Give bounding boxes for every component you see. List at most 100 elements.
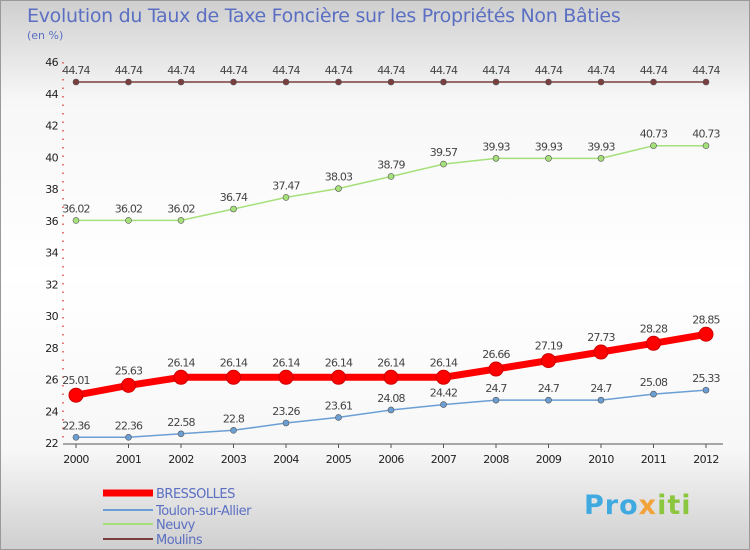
data-point	[282, 194, 290, 201]
data-label: 44.74	[377, 64, 405, 77]
unit-label: (en %)	[27, 29, 64, 42]
data-point	[383, 369, 399, 385]
y-tick-label: 26	[45, 374, 58, 387]
data-point	[125, 217, 132, 224]
y-tick-label: 32	[45, 278, 58, 291]
data-point	[702, 142, 710, 149]
data-point	[545, 396, 552, 404]
data-point	[335, 78, 342, 86]
x-tick-label: 2008	[483, 453, 509, 466]
data-point	[650, 390, 657, 398]
data-point	[230, 426, 237, 434]
axes: 22 24 26 28 30 32 34 36 38 40 42 44 46 2000 2001 2002 20…	[45, 56, 723, 466]
y-tick-label: 44	[45, 88, 58, 101]
data-point	[593, 344, 609, 360]
data-point	[121, 377, 136, 393]
data-point	[72, 433, 80, 441]
data-point	[230, 205, 237, 213]
data-point	[125, 433, 132, 441]
chart-title: Evolution du Taux de Taxe Foncière sur l…	[27, 5, 621, 27]
y-tick-label: 40	[45, 151, 58, 164]
data-point	[646, 335, 661, 351]
data-point	[278, 369, 294, 385]
data-label: 25.01	[62, 374, 90, 387]
series-labels: 44.74 44.74 44.74 44.74 44.74 44.74 44.74 44.74…	[62, 64, 721, 432]
data-point	[440, 401, 447, 408]
data-point	[282, 419, 290, 427]
data-label: 44.74	[167, 64, 195, 77]
data-label: 39.93	[482, 140, 510, 153]
data-point	[597, 155, 605, 162]
y-tick-label: 36	[45, 215, 58, 228]
data-label: 27.73	[587, 331, 615, 344]
data-label: 28.28	[640, 322, 668, 335]
proxiti-logo: Proxiti	[584, 490, 692, 521]
series-points	[68, 78, 714, 441]
data-label: 44.74	[640, 64, 668, 77]
data-label: 26.14	[167, 356, 195, 369]
legend-label-moulins: Moulins	[156, 533, 203, 548]
data-label: 26.14	[272, 356, 300, 369]
data-label: 36.02	[115, 202, 143, 215]
y-tick-label: 42	[45, 120, 58, 133]
data-label: 37.47	[272, 179, 300, 192]
data-point	[230, 78, 237, 86]
data-point	[335, 185, 342, 192]
x-tick-label: 2006	[378, 453, 404, 466]
data-label: 26.14	[325, 356, 353, 369]
data-label: 44.74	[62, 64, 90, 77]
data-label: 22.8	[223, 412, 245, 425]
data-label: 40.73	[640, 128, 668, 141]
x-tick-label: 2004	[273, 453, 299, 466]
data-point	[387, 173, 395, 180]
data-point	[72, 217, 80, 224]
legend-label-toulon-sur-allier: Toulon-sur-Allier	[155, 504, 252, 519]
data-label: 24.7	[538, 382, 560, 395]
data-label: 36.74	[220, 191, 248, 204]
x-tick-label: 2002	[168, 453, 194, 466]
data-label: 44.74	[535, 64, 563, 77]
data-label: 25.63	[115, 364, 143, 377]
data-point	[282, 78, 290, 86]
data-point	[226, 369, 241, 385]
legend-label-bressolles: BRESSOLLES	[156, 487, 235, 502]
y-tick-label: 24	[45, 405, 58, 418]
x-tick-label: 2000	[63, 453, 89, 466]
data-label: 44.74	[692, 64, 720, 77]
data-label: 36.02	[62, 202, 90, 215]
data-point	[702, 78, 710, 86]
data-point	[177, 78, 185, 86]
data-point	[597, 78, 605, 86]
legend-label-neuvy: Neuvy	[156, 518, 196, 533]
data-point	[650, 78, 657, 86]
data-label: 26.66	[482, 348, 510, 361]
data-label: 25.33	[692, 372, 720, 385]
data-label: 44.74	[220, 64, 248, 77]
data-point	[177, 430, 185, 438]
data-point	[387, 406, 395, 414]
data-point	[698, 326, 714, 342]
data-label: 23.26	[272, 405, 300, 418]
data-point	[488, 361, 504, 377]
x-tick-label: 2007	[431, 453, 457, 466]
data-label: 38.03	[325, 171, 353, 184]
data-label: 25.08	[640, 376, 668, 389]
data-point	[541, 353, 556, 369]
data-label: 24.42	[430, 387, 458, 400]
data-label: 44.74	[272, 64, 300, 77]
data-label: 23.61	[325, 399, 353, 412]
y-tick-label: 38	[45, 183, 58, 196]
data-point	[173, 369, 189, 385]
y-tick-label: 30	[45, 310, 58, 323]
x-tick-label: 2012	[693, 453, 719, 466]
y-tick-label: 46	[45, 56, 58, 69]
data-label: 39.57	[430, 146, 458, 159]
data-point	[440, 160, 447, 168]
data-point	[492, 396, 500, 404]
data-label: 26.14	[377, 356, 405, 369]
data-label: 39.93	[535, 140, 563, 153]
y-tick-label: 34	[45, 247, 58, 260]
data-point	[331, 369, 346, 385]
